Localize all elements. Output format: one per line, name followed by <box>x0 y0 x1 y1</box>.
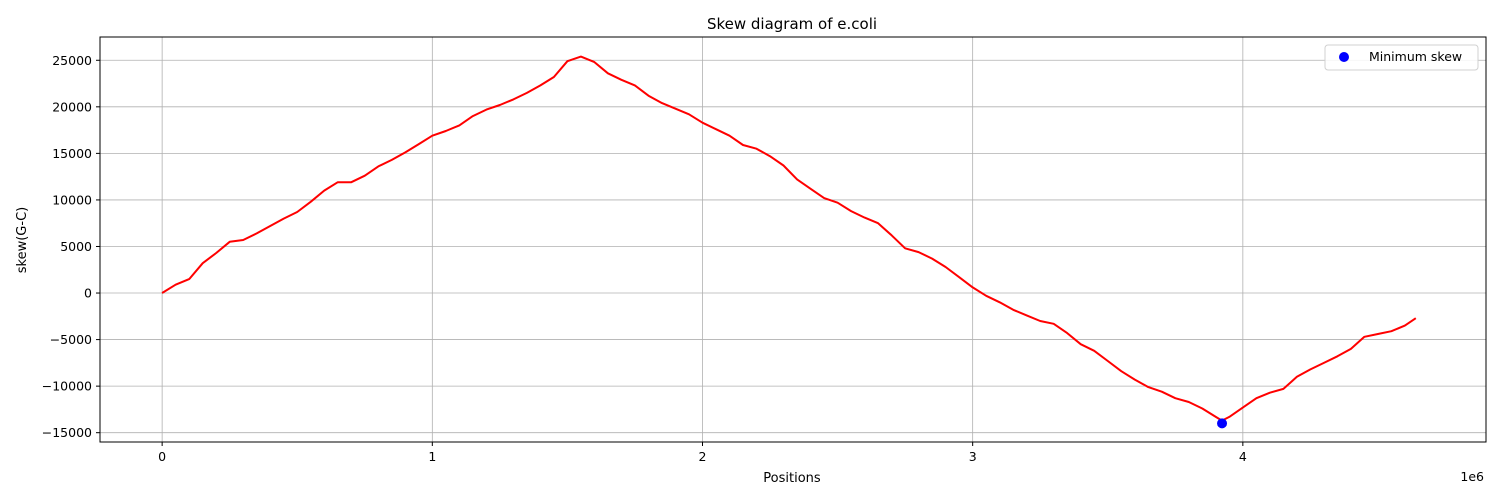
y-tick-label: −5000 <box>50 332 92 347</box>
x-tick-label: 3 <box>969 449 977 464</box>
legend-box <box>1324 44 1479 71</box>
legend-marker-minimum-skew <box>1339 52 1349 62</box>
x-scale-offset-label: 1e6 <box>1460 469 1484 484</box>
y-axis-label: skew(G-C) <box>15 207 30 273</box>
x-axis-label: Positions <box>763 471 821 486</box>
y-tick-label: 10000 <box>52 192 92 207</box>
x-tick-label: 2 <box>699 449 707 464</box>
tick-layer: 0 1 2 3 4 −15000 −10000 −5000 0 5000 10000 15000 200… <box>42 53 1247 464</box>
y-tick-label: 0 <box>84 286 92 301</box>
chart-title: Skew diagram of e.coli <box>707 15 877 33</box>
y-tick-label: 15000 <box>52 146 92 161</box>
series-layer <box>161 55 1417 429</box>
grid-layer <box>100 37 1486 442</box>
minimum-skew-point <box>1217 418 1228 429</box>
y-tick-label: −15000 <box>42 425 92 440</box>
y-tick-label: −10000 <box>42 379 92 394</box>
x-tick-label: 1 <box>428 449 436 464</box>
legend: Minimum skew <box>1324 44 1479 71</box>
y-tick-label: 20000 <box>52 99 92 114</box>
y-tick-label: 5000 <box>60 239 92 254</box>
skew-line <box>161 55 1417 422</box>
legend-label-minimum-skew: Minimum skew <box>1369 49 1462 64</box>
y-tick-label: 25000 <box>52 53 92 68</box>
x-tick-label: 0 <box>158 449 166 464</box>
x-tick-label: 4 <box>1239 449 1247 464</box>
plot-frame <box>99 36 1487 443</box>
